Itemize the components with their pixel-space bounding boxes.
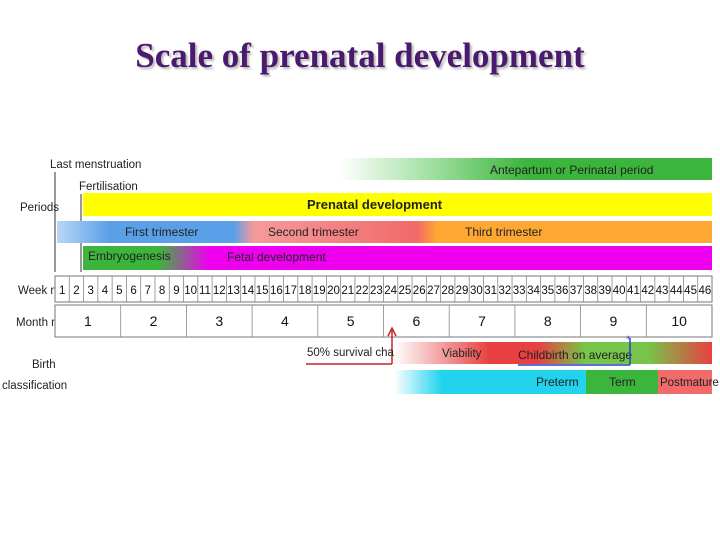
childbirth-average-text: Childbirth on average	[518, 348, 632, 362]
week-cell: 34	[527, 285, 540, 297]
prenatal-development-bar	[83, 193, 712, 216]
month-cell: 9	[610, 313, 618, 329]
week-cell: 3	[88, 285, 94, 297]
month-cell: 1	[84, 313, 92, 329]
month-cell: 5	[347, 313, 355, 329]
fertilisation-label: Fertilisation	[79, 181, 138, 193]
trimester-bar	[57, 221, 712, 243]
week-cell: 13	[227, 285, 240, 297]
week-cell: 4	[102, 285, 109, 297]
week-cell: 45	[684, 285, 697, 297]
week-cell: 43	[656, 285, 669, 297]
week-cell: 42	[641, 285, 654, 297]
survival-arrow-head	[387, 326, 397, 337]
month-row: 1 2 3 4 5 6 7 8 9 10	[54, 304, 713, 338]
month-cell: 8	[544, 313, 552, 329]
prenatal-development-diagram: Last menstruation Fertilisation Periods …	[2, 158, 719, 394]
week-cell: 24	[384, 285, 397, 297]
week-cell: 2	[73, 285, 79, 297]
week-row: 1 2 3 4 5 6 7 8 9 10 11 12 13 14 15 16 17 18 19 20 21 22 23 24 2…	[54, 275, 713, 303]
second-trimester-text: Second trimester	[268, 225, 359, 239]
week-cell: 9	[173, 285, 179, 297]
week-cell: 32	[499, 285, 512, 297]
third-trimester-text: Third trimester	[465, 225, 542, 239]
week-cell: 14	[241, 285, 254, 297]
week-cell: 36	[556, 285, 569, 297]
development-stage-bar	[83, 246, 712, 270]
week-cell: 7	[145, 285, 151, 297]
survival-chance-text: 50% survival chance	[307, 347, 412, 359]
postmature-bar	[658, 370, 712, 394]
week-cell: 40	[613, 285, 626, 297]
week-cell: 10	[184, 285, 197, 297]
embryogenesis-text: Embryogenesis	[88, 249, 171, 263]
preterm-text: Preterm	[536, 375, 579, 389]
term-bar	[586, 370, 658, 394]
week-cell: 44	[670, 285, 683, 297]
childbirth-star-icon: *	[626, 335, 631, 345]
week-cell: 38	[584, 285, 597, 297]
week-cell: 6	[130, 285, 136, 297]
week-cell: 16	[270, 285, 283, 297]
prenatal-development-text: Prenatal development	[307, 197, 443, 212]
week-cell: 31	[484, 285, 497, 297]
viability-text: Viability	[442, 348, 482, 360]
week-cell: 25	[399, 285, 412, 297]
week-cell: 29	[456, 285, 469, 297]
month-cell: 6	[412, 313, 420, 329]
month-cell: 4	[281, 313, 289, 329]
week-cell: 35	[541, 285, 554, 297]
first-trimester-text: First trimester	[125, 225, 198, 239]
week-label: Week nr.	[18, 285, 63, 297]
last-menstruation-label: Last menstruation	[50, 159, 141, 171]
month-cell: 2	[150, 313, 158, 329]
week-cell: 19	[313, 285, 326, 297]
fetal-development-text: Fetal development	[227, 250, 326, 264]
week-cell: 39	[598, 285, 611, 297]
week-cell: 5	[116, 285, 122, 297]
viability-bar	[394, 342, 712, 364]
month-label: Month nr.	[16, 317, 64, 329]
week-cell: 27	[427, 285, 440, 297]
term-text: Term	[609, 375, 636, 389]
week-cell: 22	[356, 285, 369, 297]
week-cell: 15	[256, 285, 269, 297]
week-cell: 46	[698, 285, 711, 297]
week-cell: 18	[299, 285, 312, 297]
week-cell: 12	[213, 285, 226, 297]
week-cell: 23	[370, 285, 383, 297]
periods-label: Periods	[20, 202, 59, 214]
postmature-text: Postmature	[660, 377, 719, 389]
week-cell: 17	[284, 285, 297, 297]
week-cell: 20	[327, 285, 340, 297]
week-cell: 8	[159, 285, 165, 297]
preterm-bar	[394, 370, 586, 394]
month-cell: 10	[671, 313, 687, 329]
antepartum-bar	[340, 158, 712, 180]
week-cell: 33	[513, 285, 526, 297]
week-cell: 41	[627, 285, 640, 297]
slide-title: Scale of prenatal development	[135, 36, 585, 75]
week-cell: 21	[341, 285, 354, 297]
week-cell: 30	[470, 285, 483, 297]
month-cell: 7	[478, 313, 486, 329]
week-cell: 11	[199, 285, 211, 297]
classification-label: classification	[2, 380, 67, 392]
birth-label: Birth	[32, 359, 56, 371]
week-cell: 1	[59, 285, 65, 297]
week-cell: 26	[413, 285, 426, 297]
week-cell: 37	[570, 285, 583, 297]
week-cell: 28	[441, 285, 454, 297]
month-cell: 3	[215, 313, 223, 329]
antepartum-text: Antepartum or Perinatal period	[490, 163, 653, 177]
